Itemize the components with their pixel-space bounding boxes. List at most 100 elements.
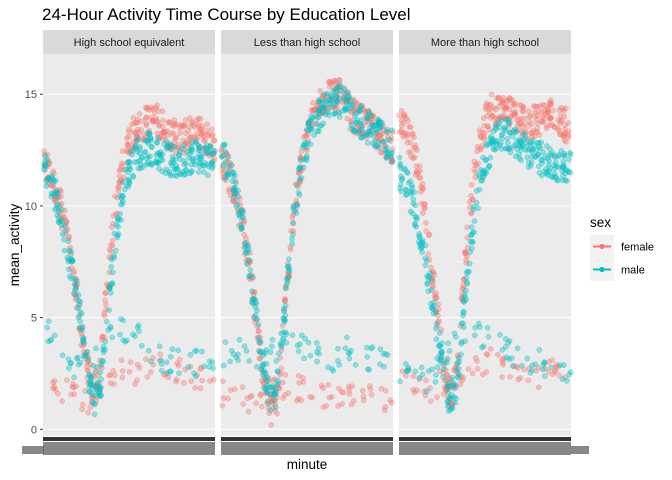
facet-label: Less than high school [254, 37, 360, 49]
data-point-female [134, 361, 141, 368]
data-point-male [76, 324, 83, 331]
data-point-male [139, 164, 146, 170]
data-point-male [455, 365, 462, 372]
data-point-female [535, 108, 541, 115]
data-point-male [71, 374, 77, 381]
data-point-male [510, 362, 516, 369]
data-point-male [167, 171, 173, 177]
data-point-male [83, 353, 89, 360]
data-point-male [134, 324, 141, 331]
data-point-male [103, 318, 110, 325]
data-point-male [350, 102, 356, 109]
data-point-female [247, 393, 254, 400]
data-point-male [195, 169, 202, 175]
data-point-male [436, 342, 443, 348]
data-point-male [518, 144, 524, 150]
data-point-female [518, 102, 525, 109]
data-point-male [118, 201, 124, 208]
data-point-male [305, 122, 312, 129]
data-point-male [330, 88, 336, 94]
data-point-male [156, 150, 162, 157]
data-point-male [201, 169, 207, 176]
data-point-female [403, 372, 409, 379]
facet-panel: More than high school [396, 30, 574, 436]
data-point-male [473, 199, 480, 206]
data-point-male [475, 205, 481, 211]
data-point-male [63, 228, 69, 234]
data-point-male [130, 174, 137, 180]
data-point-female [290, 220, 297, 227]
data-point-female [527, 113, 533, 120]
data-point-male [220, 362, 227, 369]
data-point-female [474, 365, 481, 372]
data-point-male [98, 376, 104, 383]
data-point-male [236, 336, 243, 343]
data-point-female [562, 122, 568, 129]
data-point-male [285, 256, 292, 262]
data-point-male [252, 304, 259, 310]
data-point-female [411, 134, 417, 141]
data-point-male [199, 348, 205, 355]
data-point-male [51, 178, 58, 185]
data-point-male [176, 370, 182, 376]
data-point-male [88, 378, 95, 384]
data-point-female [468, 181, 475, 188]
data-point-male [456, 371, 462, 378]
data-point-female [181, 380, 187, 386]
data-point-female [103, 306, 109, 313]
data-point-male [111, 230, 118, 237]
data-point-female [492, 116, 499, 122]
data-point-male [416, 234, 423, 241]
data-point-male [222, 159, 229, 165]
data-point-male [456, 358, 462, 365]
data-point-male [461, 291, 468, 298]
data-point-male [283, 331, 290, 338]
data-point-male [419, 249, 425, 256]
data-point-male [112, 247, 119, 254]
data-point-male [233, 354, 240, 361]
data-point-male [554, 163, 560, 170]
data-point-male [289, 332, 296, 338]
data-point-female [336, 77, 343, 83]
data-point-male [294, 342, 301, 349]
y-tick-label: 10 [25, 201, 37, 213]
data-point-male [283, 281, 290, 287]
data-point-male [540, 149, 547, 155]
data-point-male [136, 158, 143, 164]
data-point-male [246, 358, 252, 364]
chart-title: 24-Hour Activity Time Course by Educatio… [42, 5, 411, 24]
data-point-male [56, 207, 63, 214]
data-point-male [316, 98, 322, 105]
data-point-male [324, 90, 330, 97]
data-point-male [431, 302, 437, 309]
data-point-male [529, 137, 536, 144]
data-point-male [117, 211, 124, 217]
data-point-male [251, 315, 258, 321]
data-point-male [532, 361, 539, 368]
data-point-male [385, 150, 392, 156]
data-point-male [342, 107, 349, 114]
data-point-male [202, 150, 209, 157]
data-point-male [254, 316, 261, 323]
data-point-male [289, 235, 295, 242]
data-point-female [193, 117, 200, 123]
data-point-female [300, 374, 306, 381]
data-point-male [76, 301, 83, 308]
data-point-female [143, 114, 150, 121]
data-point-male [163, 166, 170, 173]
data-point-male [341, 85, 347, 92]
data-point-female [119, 160, 125, 167]
data-point-male [476, 324, 483, 330]
data-point-female [115, 188, 122, 194]
data-point-male [496, 120, 503, 126]
data-point-male [93, 345, 99, 352]
data-point-female [405, 131, 411, 138]
data-point-female [469, 370, 476, 377]
data-point-male [307, 352, 314, 359]
data-point-male [369, 344, 376, 350]
data-point-male [235, 187, 241, 194]
data-point-male [384, 126, 391, 133]
data-point-female [525, 108, 532, 114]
data-point-male [422, 262, 429, 269]
data-point-male [336, 81, 343, 88]
